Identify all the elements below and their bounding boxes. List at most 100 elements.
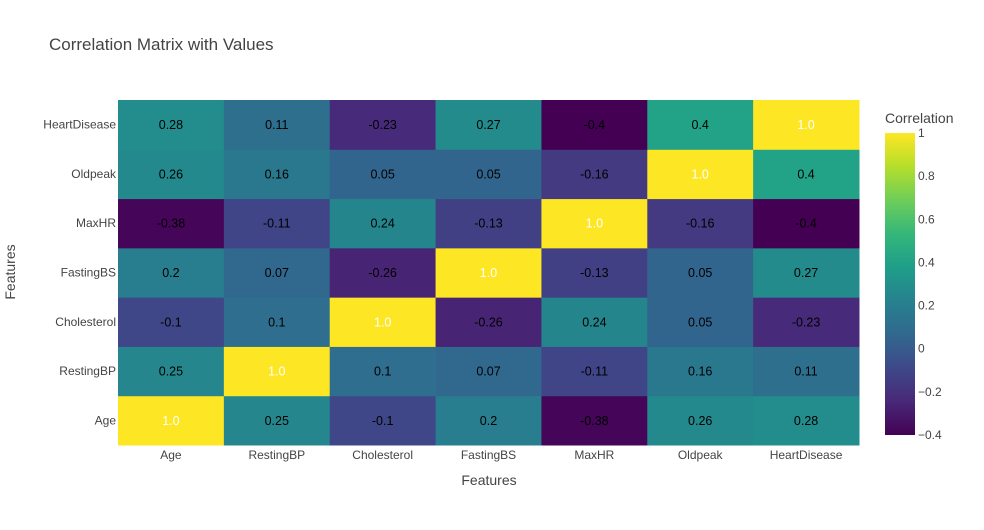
y-tick-label: HeartDisease — [43, 118, 116, 132]
heatmap-cell — [118, 100, 225, 150]
cell-value-label: 0.4 — [692, 118, 709, 132]
heatmap-cell — [329, 346, 437, 397]
x-tick-label: MaxHR — [574, 448, 614, 462]
colorbar-title: Correlation — [885, 110, 953, 126]
cell-value-label: 0.05 — [688, 315, 712, 329]
heatmap-cell — [329, 100, 437, 150]
heatmap-cell — [435, 149, 542, 200]
cell-value-label: 0.16 — [265, 167, 289, 181]
heatmap-cell — [118, 247, 225, 298]
y-axis-ticks: Age RestingBP Cholesterol FastingBS MaxHR Old… — [43, 118, 117, 428]
heatmap-cell — [435, 297, 542, 347]
heatmap-cell — [753, 346, 860, 397]
cell-value-label: -0.11 — [581, 365, 609, 379]
heatmap-cell — [541, 247, 648, 298]
heatmap-cell — [435, 198, 542, 249]
heatmap-cell — [753, 198, 860, 249]
cell-value-label: 1.0 — [797, 118, 814, 132]
cell-value-label: 0.05 — [476, 167, 500, 181]
heatmap-cell — [753, 297, 860, 347]
y-tick-label: FastingBS — [61, 266, 116, 280]
heatmap-cell — [647, 247, 754, 298]
heatmap-cell — [541, 100, 648, 150]
cell-value-label: 0.05 — [370, 167, 394, 181]
heatmap-cell — [329, 395, 437, 446]
cell-value-label: -0.26 — [474, 315, 503, 329]
cell-value-label: 0.11 — [265, 118, 288, 132]
heatmap-cell — [435, 346, 542, 397]
cell-value-label: 1.0 — [268, 365, 285, 379]
cell-value-label: 0.05 — [688, 266, 712, 280]
colorbar-tick-label: 0.4 — [918, 255, 935, 269]
heatmap-cell — [647, 297, 754, 347]
cell-value-label: 0.07 — [265, 266, 289, 280]
cell-value-label: 0.2 — [162, 266, 179, 280]
heatmap-cell — [647, 198, 754, 249]
heatmap-cell — [223, 198, 331, 249]
cell-value-label: 0.26 — [159, 167, 183, 181]
colorbar-tick-label: 1 — [918, 126, 925, 140]
heatmap-cell — [541, 346, 648, 397]
y-tick-label: Cholesterol — [55, 315, 116, 329]
cell-value-label: 0.11 — [794, 365, 817, 379]
cell-value-label: 0.27 — [794, 266, 818, 280]
cell-value-label: -0.4 — [584, 118, 606, 132]
cell-value-label: -0.23 — [792, 315, 821, 329]
heatmap-cell — [118, 297, 225, 347]
x-tick-label: RestingBP — [248, 448, 305, 462]
heatmap-cell — [753, 395, 860, 446]
cell-value-label: -0.1 — [160, 315, 182, 329]
cell-value-label: 0.24 — [370, 217, 394, 231]
heatmap-cell — [223, 247, 331, 298]
x-tick-label: FastingBS — [461, 448, 516, 462]
cell-value-label: 1.0 — [374, 315, 391, 329]
cell-value-label: -0.13 — [474, 217, 503, 231]
y-tick-label: Oldpeak — [71, 167, 117, 181]
chart-title: Correlation Matrix with Values — [49, 35, 274, 54]
heatmap-cell — [541, 395, 648, 446]
heatmap-cell — [647, 395, 754, 446]
cell-value-label: -0.16 — [686, 217, 715, 231]
colorbar — [885, 133, 915, 435]
colorbar-tick-label: −0.4 — [918, 428, 942, 442]
heatmap-cell — [118, 395, 225, 446]
colorbar-ticks: −0.4 −0.2 0 0.2 0.4 0.6 0.8 1 — [918, 126, 942, 442]
cell-value-label: 0.07 — [476, 365, 500, 379]
cell-value-label: 0.28 — [794, 414, 818, 428]
cell-value-label: -0.38 — [157, 217, 186, 231]
cell-value-label: 0.2 — [480, 414, 497, 428]
colorbar-tick-label: 0.8 — [918, 169, 935, 183]
cell-value-label: 0.4 — [797, 167, 814, 181]
heatmap-cell — [753, 100, 860, 150]
heatmap-cell — [223, 100, 331, 150]
heatmap-cell — [223, 297, 331, 347]
cell-value-label: -0.23 — [368, 118, 397, 132]
heatmap-cell — [223, 346, 331, 397]
cell-value-label: 0.1 — [374, 365, 391, 379]
heatmap-cells — [118, 100, 860, 446]
y-tick-label: Age — [95, 413, 117, 427]
cell-value-label: 1.0 — [692, 167, 709, 181]
heatmap-cell — [647, 346, 754, 397]
cell-value-label: 1.0 — [586, 217, 603, 231]
x-axis-title: Features — [461, 472, 516, 488]
cell-value-label: -0.16 — [580, 167, 609, 181]
heatmap-cell — [329, 247, 437, 298]
heatmap-cell — [223, 395, 331, 446]
heatmap-cell — [118, 346, 225, 397]
x-tick-label: Cholesterol — [352, 448, 413, 462]
heatmap-cell — [329, 149, 437, 200]
y-tick-label: MaxHR — [76, 216, 116, 230]
heatmap-cell — [435, 395, 542, 446]
heatmap-cell — [541, 149, 648, 200]
heatmap-cell — [541, 198, 648, 249]
heatmap-cell — [329, 297, 437, 347]
cell-value-label: -0.13 — [580, 266, 609, 280]
cell-value-label: 1.0 — [162, 414, 179, 428]
cell-value-labels: 1.0 0.25 -0.1 0.2 -0.38 0.26 0.28 0.25 1.0 0.1 0.0… — [157, 118, 821, 428]
heatmap-cell — [435, 100, 542, 150]
heatmap-cell — [223, 149, 331, 200]
heatmap-cell — [753, 149, 860, 200]
